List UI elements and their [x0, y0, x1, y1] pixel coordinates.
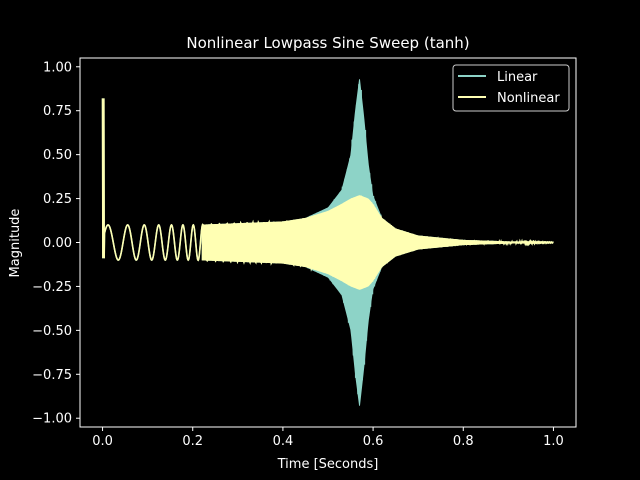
y-tick-label: −0.25 [32, 280, 72, 295]
y-tick-label: −1.00 [32, 412, 72, 427]
legend-label-nonlinear: Nonlinear [497, 91, 560, 106]
legend-label-linear: Linear [497, 70, 538, 85]
x-tick-label: 0.4 [273, 434, 294, 449]
x-tick-label: 0.6 [363, 434, 384, 449]
y-tick-label: −0.50 [32, 324, 72, 339]
y-tick-label: −0.75 [32, 368, 72, 383]
legend: Linear Nonlinear [452, 64, 570, 112]
y-tick-label: 0.50 [43, 148, 72, 163]
x-axis-label: Time [Seconds] [277, 457, 379, 472]
y-tick-label: 0.00 [43, 236, 72, 251]
x-axis: 0.0 0.2 0.4 0.6 0.8 1.0 [92, 427, 564, 449]
x-tick-label: 1.0 [543, 434, 564, 449]
y-tick-label: 0.25 [43, 192, 72, 207]
y-tick-label: 1.00 [43, 60, 72, 75]
series-layer [101, 78, 554, 407]
chart-title: Nonlinear Lowpass Sine Sweep (tanh) [186, 34, 469, 52]
x-tick-label: 0.2 [182, 434, 203, 449]
x-tick-label: 0.8 [453, 434, 474, 449]
y-axis: 1.00 0.75 0.50 0.25 0.00 −0.25 −0.50 −0.75 −1.00 [32, 60, 80, 427]
series-band-nonlinear [201, 195, 554, 290]
y-axis-label: Magnitude [8, 209, 23, 278]
y-tick-label: 0.75 [43, 104, 72, 119]
x-tick-label: 0.0 [92, 434, 113, 449]
